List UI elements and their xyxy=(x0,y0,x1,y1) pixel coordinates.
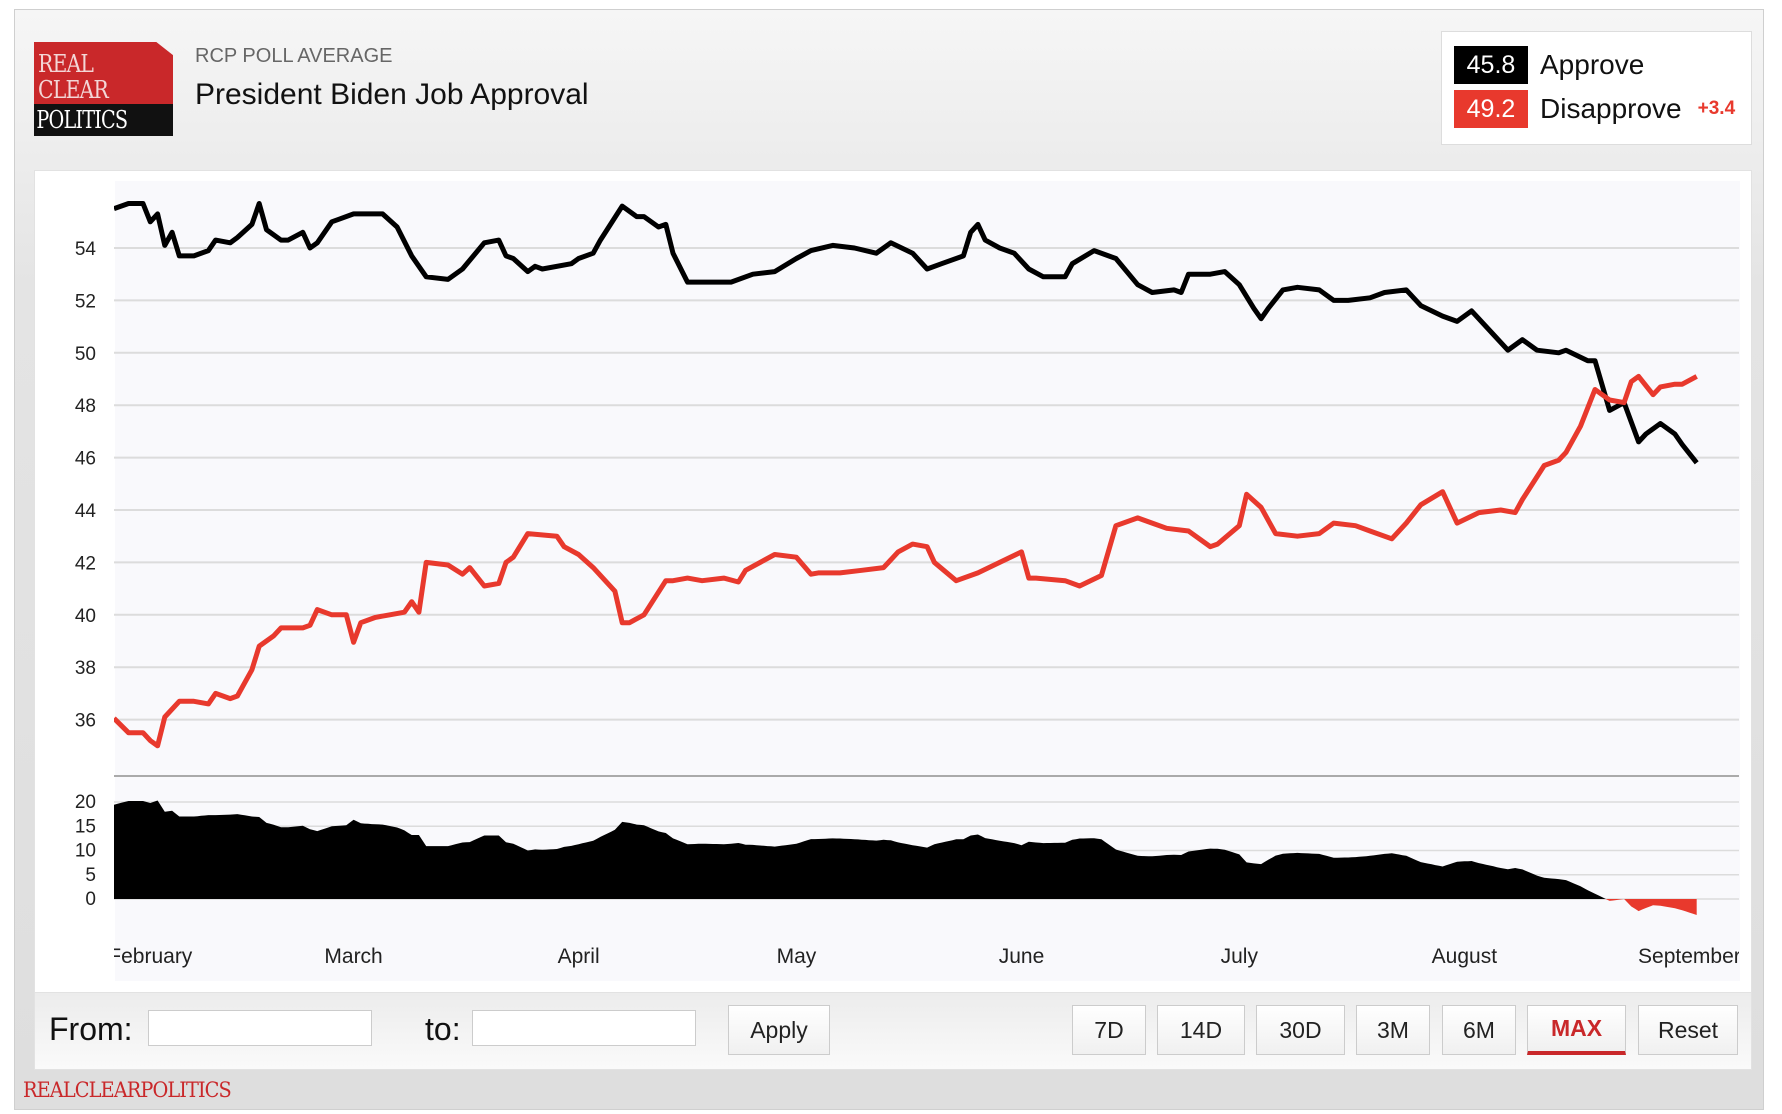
range-30d-button[interactable]: 30D xyxy=(1256,1005,1345,1055)
from-date-input[interactable] xyxy=(148,1010,372,1046)
spread-change: +3.4 xyxy=(1697,98,1736,119)
spread-y-tick-label: 15 xyxy=(75,816,96,837)
y-tick-label: 38 xyxy=(75,658,96,679)
supertitle: RCP POLL AVERAGE xyxy=(195,45,393,67)
legend-disapprove: 49.2 Disapprove +3.4 xyxy=(1454,90,1735,128)
footer-brand[interactable]: REALCLEARPOLITICS xyxy=(23,1078,232,1102)
apply-button[interactable]: Apply xyxy=(728,1005,830,1055)
x-tick-label: July xyxy=(1221,945,1259,968)
x-tick-label: May xyxy=(777,945,817,968)
x-tick-label: February xyxy=(108,945,193,968)
spread-y-tick-label: 10 xyxy=(75,841,96,862)
series-line-approve xyxy=(114,201,1699,465)
y-tick-label: 48 xyxy=(75,396,96,417)
x-tick-label: March xyxy=(324,945,382,968)
y-tick-label: 42 xyxy=(75,553,96,574)
reset-button[interactable]: Reset xyxy=(1638,1005,1738,1055)
range-7d-button[interactable]: 7D xyxy=(1072,1005,1146,1055)
logo-line-3: POLITICS xyxy=(36,106,128,134)
range-14d-button[interactable]: 14D xyxy=(1157,1005,1245,1055)
x-tick-label: April xyxy=(558,945,600,968)
x-tick-label: August xyxy=(1432,945,1498,968)
approve-label: Approve xyxy=(1540,49,1645,80)
y-tick-label: 54 xyxy=(75,239,97,260)
legend: 45.8 Approve 49.2 Disapprove +3.4 xyxy=(1441,31,1752,145)
disapprove-label: Disapprove xyxy=(1540,93,1682,124)
y-tick-label: 36 xyxy=(75,711,96,732)
logo-band: POLITICS xyxy=(34,104,173,136)
spread-y-tick-label: 5 xyxy=(85,865,96,886)
y-tick-label: 40 xyxy=(75,606,96,627)
y-tick-label: 44 xyxy=(75,501,97,522)
line-chart[interactable]: 36 38 40 42 44 46 48 50 52 54 0 5 10 15 20 February Marc… xyxy=(0,0,1782,1000)
y-tick-label: 46 xyxy=(75,449,96,470)
spread-y-tick-label: 20 xyxy=(75,792,96,813)
y-tick-label: 50 xyxy=(75,344,96,365)
approve-value: 45.8 xyxy=(1454,46,1528,84)
chart-title: President Biden Job Approval xyxy=(195,78,589,111)
series-line-disapprove xyxy=(114,373,1698,749)
logo-line-1: REAL xyxy=(38,50,94,78)
to-label: to: xyxy=(425,1011,461,1047)
rcp-logo[interactable]: REAL CLEAR POLITICS xyxy=(34,42,173,136)
from-label: From: xyxy=(49,1011,133,1047)
logo-line-2: CLEAR xyxy=(38,76,109,104)
range-6m-button[interactable]: 6M xyxy=(1442,1005,1516,1055)
range-max-button[interactable]: MAX xyxy=(1527,1005,1626,1055)
x-tick-label: June xyxy=(999,945,1045,968)
y-tick-label: 52 xyxy=(75,291,96,312)
legend-approve: 45.8 Approve xyxy=(1454,46,1644,84)
range-controls: From: to: Apply 7D 14D 30D 3M 6M MAX Res… xyxy=(34,992,1752,1070)
x-tick-label: September xyxy=(1638,945,1741,968)
spread-area-positive xyxy=(114,800,1697,899)
spread-y-tick-label: 0 xyxy=(85,889,96,910)
to-date-input[interactable] xyxy=(472,1010,696,1046)
spread-area-negative xyxy=(114,899,1697,915)
disapprove-value: 49.2 xyxy=(1454,90,1528,128)
range-3m-button[interactable]: 3M xyxy=(1356,1005,1430,1055)
